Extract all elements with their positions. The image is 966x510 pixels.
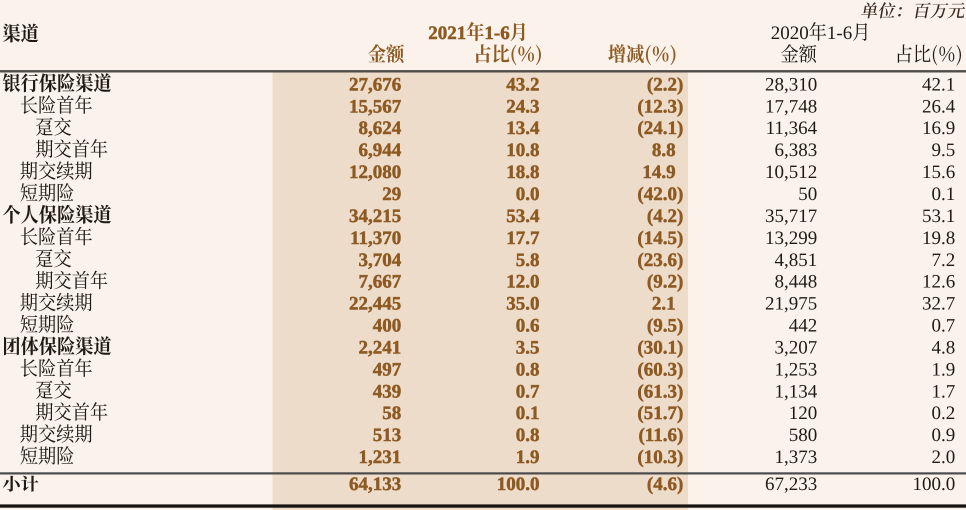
- svg-text:15,567: 15,567: [349, 96, 402, 117]
- svg-text:5.8: 5.8: [516, 250, 540, 271]
- svg-text:4,851: 4,851: [774, 250, 817, 271]
- svg-text:10,512: 10,512: [765, 162, 817, 183]
- svg-text:13.4: 13.4: [506, 118, 540, 139]
- svg-text:11,364: 11,364: [766, 118, 818, 139]
- svg-text:580: 580: [789, 425, 818, 446]
- svg-text:0.6: 0.6: [516, 316, 540, 337]
- svg-text:1,253: 1,253: [774, 359, 817, 380]
- svg-text:0.7: 0.7: [931, 316, 955, 337]
- svg-text:3,704: 3,704: [359, 250, 402, 271]
- svg-text:(30.1): (30.1): [637, 337, 683, 358]
- svg-text:50: 50: [798, 184, 817, 205]
- svg-text:4.8: 4.8: [931, 337, 955, 358]
- svg-text:58: 58: [382, 403, 401, 424]
- svg-text:(61.3): (61.3): [637, 381, 683, 402]
- svg-text:(23.6): (23.6): [637, 250, 683, 271]
- svg-text:(14.5): (14.5): [637, 228, 683, 249]
- svg-text:2,241: 2,241: [359, 337, 402, 358]
- svg-text:0.7: 0.7: [516, 381, 540, 402]
- svg-text:16.9: 16.9: [922, 118, 955, 139]
- svg-text:100.0: 100.0: [497, 474, 540, 495]
- svg-text:1,134: 1,134: [774, 381, 817, 402]
- svg-text:(51.7): (51.7): [637, 403, 683, 424]
- svg-text:43.2: 43.2: [506, 74, 539, 95]
- svg-text:(4.2): (4.2): [647, 206, 683, 227]
- svg-text:0.2: 0.2: [931, 403, 955, 424]
- svg-text:3.5: 3.5: [516, 337, 540, 358]
- svg-text:27,676: 27,676: [349, 74, 401, 95]
- svg-text:35.0: 35.0: [506, 294, 539, 315]
- svg-text:1-6: 1-6: [827, 23, 852, 44]
- svg-text:1.9: 1.9: [931, 359, 955, 380]
- svg-text:67,233: 67,233: [765, 474, 817, 495]
- svg-text:(24.1): (24.1): [637, 118, 683, 139]
- svg-text:8,624: 8,624: [359, 118, 402, 139]
- svg-text:439: 439: [373, 381, 402, 402]
- svg-text:42.1: 42.1: [922, 74, 955, 95]
- svg-text:1,373: 1,373: [774, 447, 817, 468]
- svg-text:2.0: 2.0: [931, 447, 955, 468]
- svg-text:1,231: 1,231: [359, 447, 402, 468]
- svg-text:22,445: 22,445: [349, 294, 401, 315]
- svg-text:(4.6): (4.6): [647, 474, 683, 495]
- svg-text:14.9: 14.9: [642, 162, 675, 183]
- svg-text:19.8: 19.8: [922, 228, 955, 249]
- svg-text:2.1: 2.1: [652, 294, 676, 315]
- svg-text:0.9: 0.9: [931, 425, 955, 446]
- svg-text:(12.3): (12.3): [637, 96, 683, 117]
- svg-text:13,299: 13,299: [765, 228, 817, 249]
- svg-text:497: 497: [373, 359, 402, 380]
- svg-text:7,667: 7,667: [359, 272, 402, 293]
- svg-text:(9.5): (9.5): [647, 316, 683, 337]
- svg-text:17.7: 17.7: [506, 228, 540, 249]
- svg-text:11,370: 11,370: [350, 228, 401, 249]
- svg-text:(42.0): (42.0): [637, 184, 683, 205]
- svg-text:1-6: 1-6: [484, 23, 509, 44]
- svg-text:(2.2): (2.2): [647, 74, 683, 95]
- svg-text:(60.3): (60.3): [637, 359, 683, 380]
- svg-text:0.8: 0.8: [516, 425, 540, 446]
- svg-text:0.8: 0.8: [516, 359, 540, 380]
- svg-text:15.6: 15.6: [922, 162, 955, 183]
- svg-text:8.8: 8.8: [652, 140, 676, 161]
- svg-text:(10.3): (10.3): [637, 447, 683, 468]
- svg-text:442: 442: [789, 316, 818, 337]
- svg-text:28,310: 28,310: [765, 74, 817, 95]
- svg-text:10.8: 10.8: [506, 140, 539, 161]
- svg-text:(11.6): (11.6): [638, 425, 683, 446]
- svg-text:26.4: 26.4: [922, 96, 956, 117]
- svg-text:120: 120: [789, 403, 818, 424]
- svg-text:2021: 2021: [428, 23, 466, 44]
- svg-text:12,080: 12,080: [349, 162, 401, 183]
- svg-text:34,215: 34,215: [349, 206, 401, 227]
- svg-text:400: 400: [373, 316, 402, 337]
- svg-text:24.3: 24.3: [506, 96, 539, 117]
- svg-text:8,448: 8,448: [774, 272, 817, 293]
- svg-text:9.5: 9.5: [931, 140, 955, 161]
- svg-text:12.0: 12.0: [506, 272, 539, 293]
- svg-text:(9.2): (9.2): [647, 272, 683, 293]
- svg-text:53.1: 53.1: [922, 206, 955, 227]
- svg-text:21,975: 21,975: [765, 294, 817, 315]
- svg-text:6,383: 6,383: [774, 140, 817, 161]
- svg-text:18.8: 18.8: [506, 162, 539, 183]
- svg-text:35,717: 35,717: [765, 206, 817, 227]
- svg-text:1.7: 1.7: [931, 381, 955, 402]
- svg-text:29: 29: [382, 184, 401, 205]
- svg-text:7.2: 7.2: [931, 250, 955, 271]
- svg-text:0.0: 0.0: [516, 184, 540, 205]
- svg-text:64,133: 64,133: [349, 474, 401, 495]
- svg-text:100.0: 100.0: [912, 474, 955, 495]
- svg-text:53.4: 53.4: [506, 206, 540, 227]
- svg-text:17,748: 17,748: [765, 96, 817, 117]
- svg-text:1.9: 1.9: [516, 447, 540, 468]
- svg-text:0.1: 0.1: [516, 403, 540, 424]
- svg-text:12.6: 12.6: [922, 272, 955, 293]
- svg-text:32.7: 32.7: [922, 294, 955, 315]
- svg-text:513: 513: [373, 425, 402, 446]
- svg-text:0.1: 0.1: [931, 184, 955, 205]
- svg-text:3,207: 3,207: [774, 337, 817, 358]
- svg-text:6,944: 6,944: [359, 140, 402, 161]
- svg-text:2020: 2020: [771, 23, 809, 44]
